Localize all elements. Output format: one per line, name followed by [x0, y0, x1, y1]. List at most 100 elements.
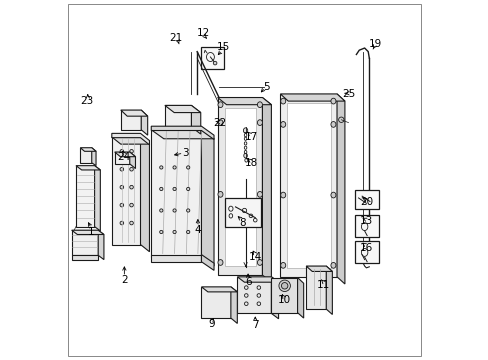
Ellipse shape: [218, 192, 223, 197]
Text: 5: 5: [262, 82, 269, 92]
Polygon shape: [230, 287, 237, 323]
Bar: [224, 198, 260, 227]
Text: 23: 23: [80, 96, 93, 106]
Polygon shape: [72, 230, 104, 234]
Polygon shape: [121, 110, 147, 116]
Text: 10: 10: [277, 295, 290, 305]
Polygon shape: [297, 278, 303, 318]
Ellipse shape: [218, 120, 223, 126]
Ellipse shape: [330, 122, 335, 127]
Polygon shape: [72, 255, 98, 260]
Ellipse shape: [129, 203, 133, 207]
Polygon shape: [72, 230, 98, 255]
Ellipse shape: [278, 280, 290, 292]
Polygon shape: [76, 166, 94, 226]
Polygon shape: [121, 110, 141, 130]
Text: 16: 16: [359, 243, 372, 253]
Text: 7: 7: [251, 320, 258, 330]
Ellipse shape: [257, 260, 262, 265]
Text: 11: 11: [316, 280, 329, 290]
Bar: [201, 46, 224, 69]
Ellipse shape: [280, 98, 285, 104]
Ellipse shape: [160, 166, 163, 169]
Polygon shape: [151, 126, 214, 139]
Ellipse shape: [257, 120, 262, 126]
Polygon shape: [140, 137, 149, 252]
Text: 3: 3: [182, 148, 188, 158]
Text: 4: 4: [194, 225, 201, 235]
Polygon shape: [237, 277, 278, 282]
Text: 6: 6: [244, 277, 251, 287]
Text: 8: 8: [239, 218, 245, 228]
Polygon shape: [80, 148, 92, 163]
Ellipse shape: [160, 187, 163, 190]
Polygon shape: [164, 105, 201, 113]
Ellipse shape: [281, 283, 287, 289]
Polygon shape: [129, 152, 135, 168]
Polygon shape: [141, 110, 147, 135]
Text: 13: 13: [359, 216, 372, 226]
Ellipse shape: [160, 209, 163, 212]
Text: 2: 2: [121, 275, 127, 285]
Ellipse shape: [173, 209, 176, 212]
Ellipse shape: [218, 102, 223, 108]
Ellipse shape: [129, 149, 133, 153]
Text: 12: 12: [196, 28, 209, 38]
Ellipse shape: [338, 117, 344, 122]
Ellipse shape: [280, 192, 285, 198]
Text: 19: 19: [368, 39, 381, 49]
Polygon shape: [94, 166, 100, 231]
Polygon shape: [336, 94, 344, 284]
Polygon shape: [201, 287, 230, 318]
Ellipse shape: [120, 185, 123, 189]
Ellipse shape: [160, 230, 163, 234]
Text: 21: 21: [169, 33, 183, 43]
Polygon shape: [271, 278, 297, 313]
Ellipse shape: [129, 167, 133, 171]
Ellipse shape: [129, 221, 133, 225]
Polygon shape: [286, 103, 330, 268]
Ellipse shape: [186, 209, 189, 212]
Polygon shape: [151, 130, 214, 139]
Ellipse shape: [280, 262, 285, 268]
Ellipse shape: [213, 61, 217, 65]
Ellipse shape: [120, 203, 123, 207]
Polygon shape: [98, 230, 104, 260]
Polygon shape: [164, 105, 191, 127]
Text: 1: 1: [88, 227, 95, 237]
Ellipse shape: [186, 187, 189, 190]
Text: 22: 22: [212, 118, 225, 128]
Ellipse shape: [120, 221, 123, 225]
Polygon shape: [325, 266, 332, 315]
Bar: [354, 215, 379, 237]
Ellipse shape: [173, 166, 176, 169]
Polygon shape: [151, 130, 201, 257]
Text: 9: 9: [208, 319, 214, 329]
Polygon shape: [201, 287, 237, 292]
Polygon shape: [201, 130, 214, 266]
Polygon shape: [115, 152, 135, 157]
Ellipse shape: [173, 230, 176, 234]
Ellipse shape: [243, 128, 247, 133]
Polygon shape: [305, 266, 332, 271]
Text: 25: 25: [341, 89, 354, 99]
Ellipse shape: [280, 122, 285, 127]
Text: 14: 14: [248, 252, 262, 262]
Polygon shape: [112, 137, 140, 244]
Ellipse shape: [330, 98, 335, 104]
Text: 17: 17: [244, 132, 258, 142]
Polygon shape: [115, 152, 129, 164]
Polygon shape: [76, 166, 100, 170]
Polygon shape: [112, 137, 149, 144]
Ellipse shape: [330, 192, 335, 198]
Polygon shape: [92, 148, 96, 166]
Text: 18: 18: [244, 158, 258, 168]
Polygon shape: [237, 277, 271, 314]
Ellipse shape: [257, 192, 262, 197]
Polygon shape: [262, 98, 271, 282]
Polygon shape: [271, 277, 278, 319]
Polygon shape: [217, 98, 262, 275]
Polygon shape: [201, 255, 214, 270]
Polygon shape: [280, 94, 336, 277]
Text: 20: 20: [359, 197, 372, 207]
